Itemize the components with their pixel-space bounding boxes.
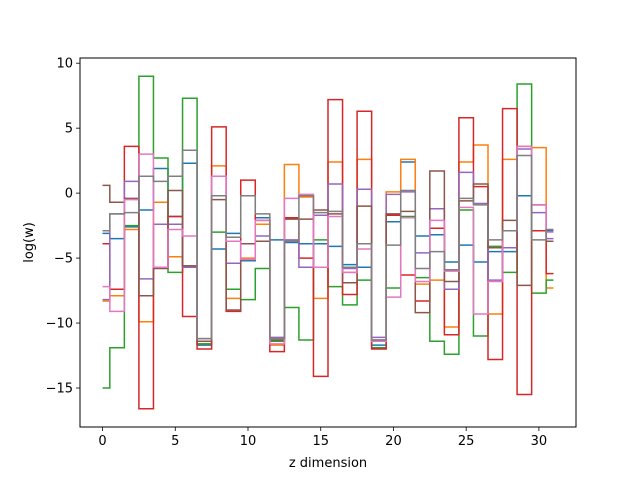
series-layer [102, 75, 554, 410]
series-line-6 [102, 170, 554, 342]
x-tick-label: 15 [312, 434, 329, 449]
y-tick-label: 5 [65, 122, 73, 137]
y-tick-label: −5 [54, 252, 73, 267]
y-tick-label: −10 [46, 317, 73, 332]
y-axis: −15 −10 −5 0 5 10 [46, 57, 80, 397]
x-axis: 0 5 10 15 20 25 30 [98, 427, 547, 449]
x-tick-label: 5 [171, 434, 179, 449]
x-axis-label: z dimension [289, 456, 367, 471]
y-tick-label: 10 [56, 57, 73, 72]
x-tick-label: 20 [385, 434, 402, 449]
x-tick-label: 10 [240, 434, 257, 449]
series-line-7 [102, 145, 554, 345]
x-tick-label: 30 [531, 434, 548, 449]
y-tick-label: 0 [65, 187, 73, 202]
y-tick-label: −15 [46, 382, 73, 397]
series-line-8 [102, 149, 554, 341]
x-tick-label: 0 [98, 434, 106, 449]
y-axis-label: log(w) [22, 222, 37, 263]
plot-frame [79, 57, 577, 428]
x-tick-label: 25 [458, 434, 475, 449]
